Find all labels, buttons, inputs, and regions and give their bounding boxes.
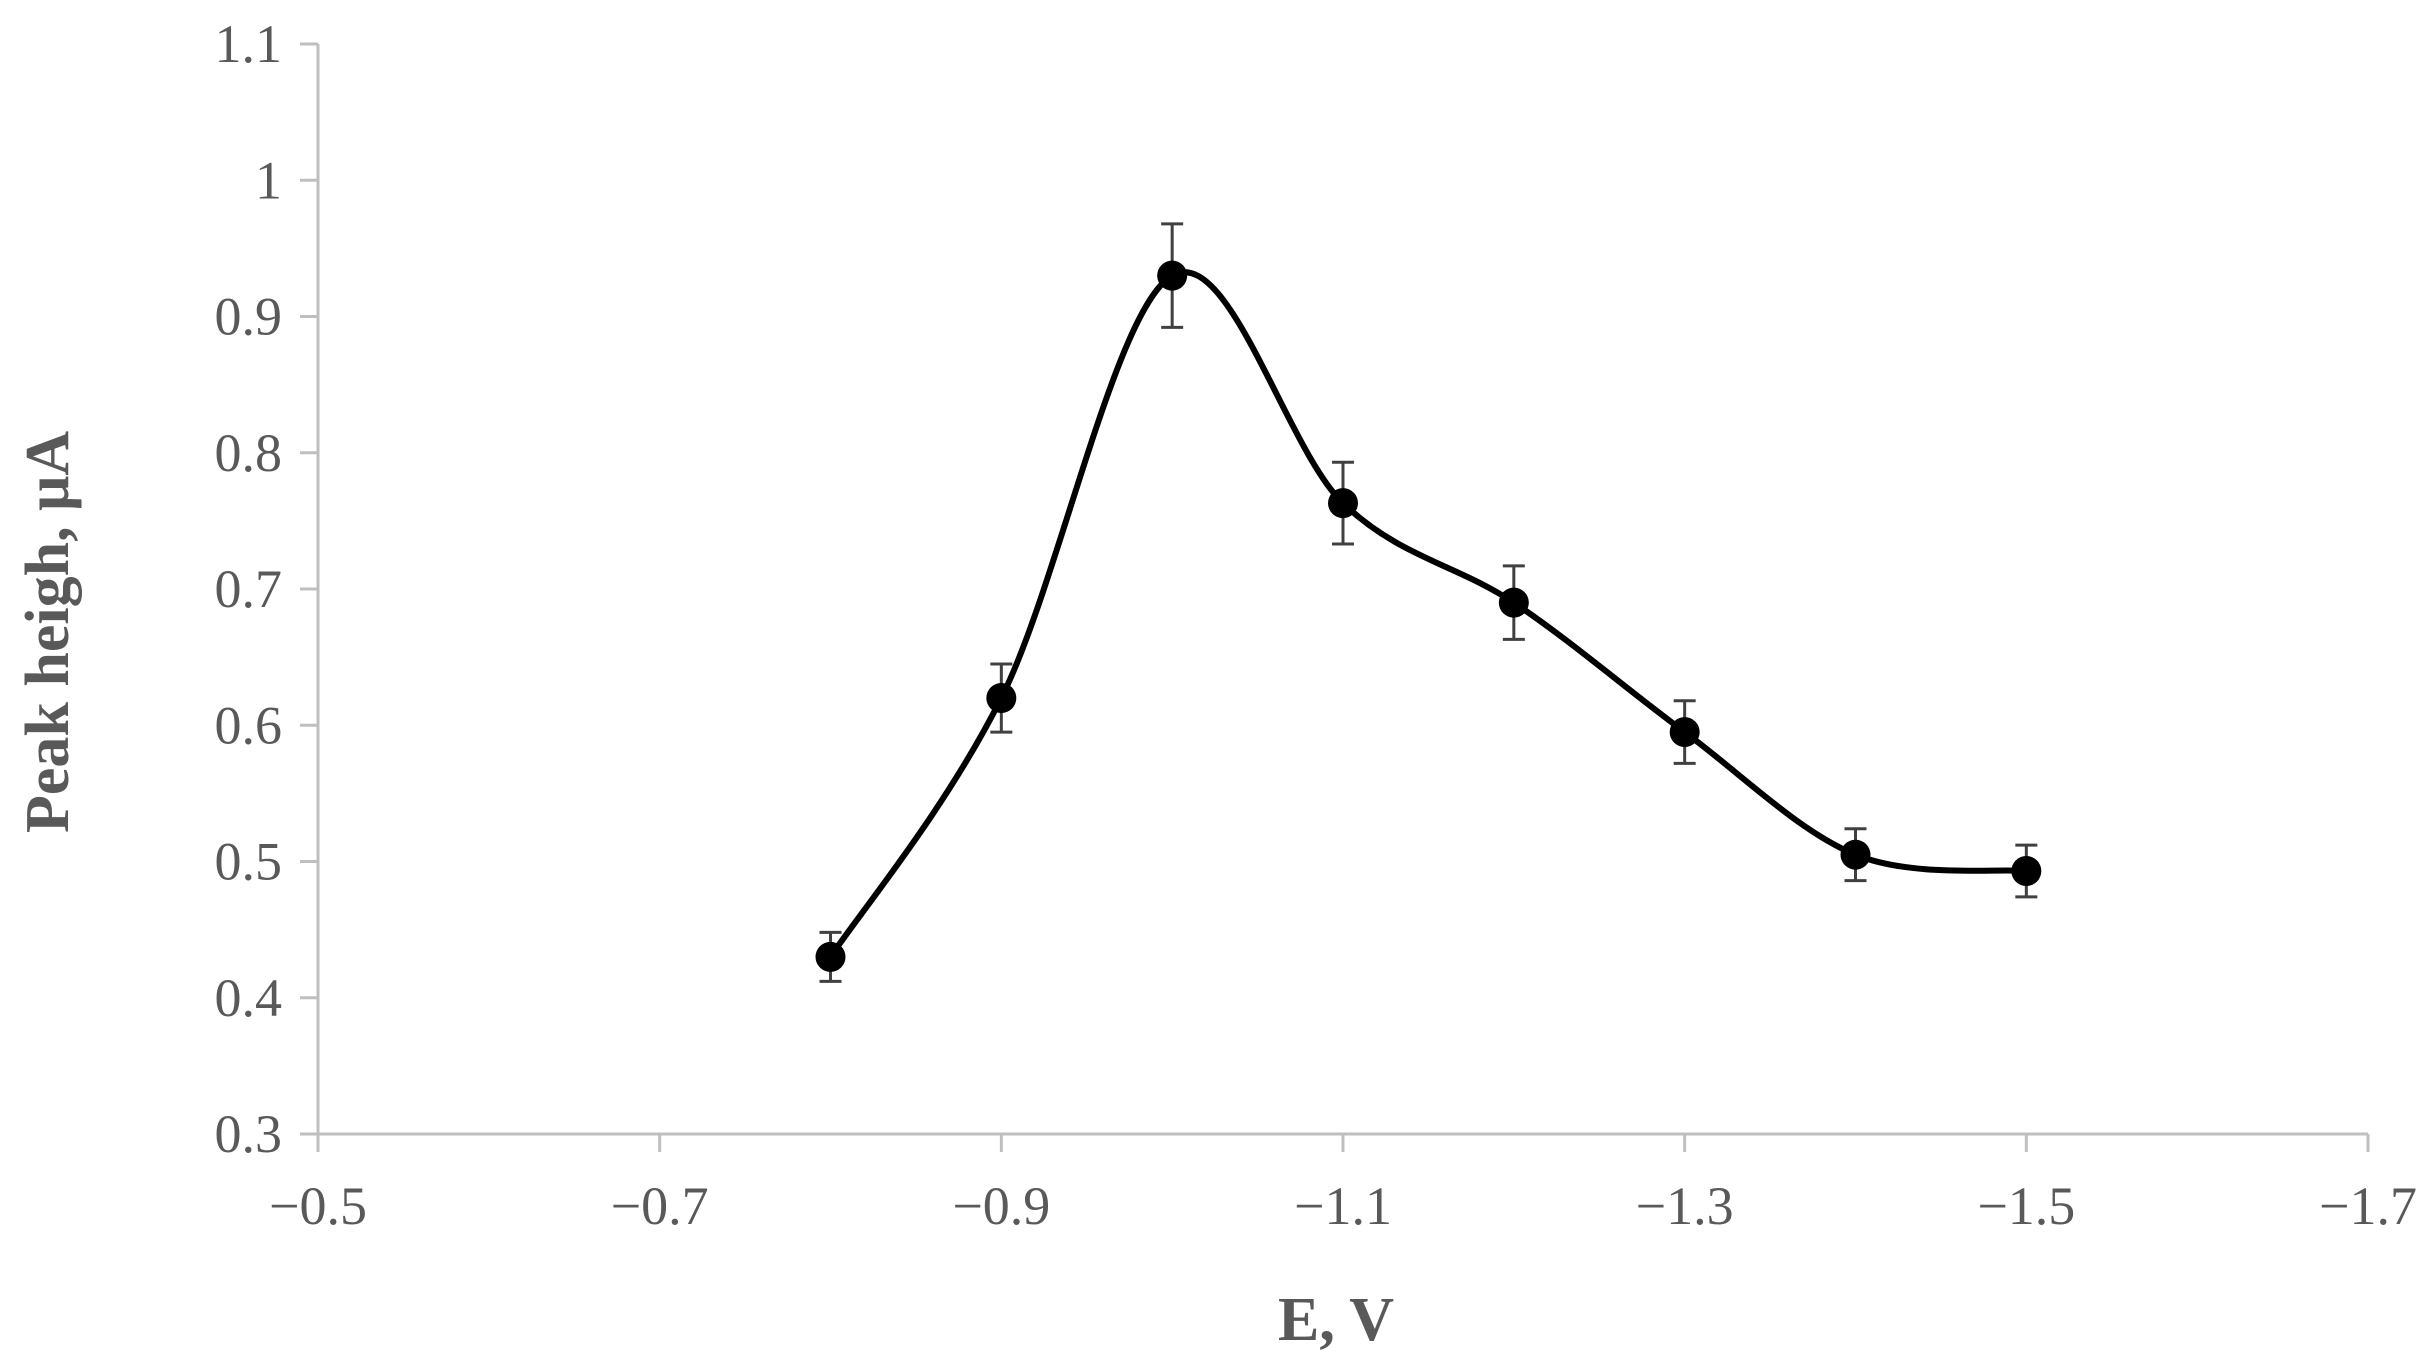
data-point [1328,488,1358,519]
y-tick-label: 0.4 [215,968,283,1028]
y-tick-label: 0.3 [215,1104,283,1164]
y-tick-label: 0.9 [215,287,283,347]
tick-labels: 0.3 0.4 0.5 0.6 0.7 0.8 0.9 1 1.1 −0.5 −0.7 −0.9 −1.… [215,14,2417,1236]
y-axis-title: Peak heigh, μA [14,431,82,833]
data-point [815,941,846,972]
y-tick-label: 0.6 [215,695,283,755]
x-tick-label: −0.5 [269,1176,367,1236]
y-tick-label: 1.1 [215,14,283,74]
y-tick-label: 0.5 [215,832,283,892]
data-point [986,683,1017,713]
x-axis-title: E, V [1278,1286,1394,1354]
x-tick-label: −1.1 [1294,1176,1392,1236]
x-tick-label: −1.7 [2319,1176,2417,1236]
data-point [1840,839,1871,870]
axes [300,42,2370,1152]
y-tick-label: 0.8 [215,423,283,483]
y-tick-label: 0.7 [215,559,283,619]
data-point [1157,260,1188,291]
x-tick-label: −0.9 [952,1176,1050,1236]
x-tick-label: −1.3 [1636,1176,1734,1236]
y-tick-label: 1 [255,150,282,210]
data-point [1669,717,1700,748]
x-tick-label: −0.7 [611,1176,709,1236]
x-tick-label: −1.5 [1977,1176,2075,1236]
data-point [2011,856,2042,887]
data-point [1498,587,1529,618]
data-series [815,222,2042,983]
